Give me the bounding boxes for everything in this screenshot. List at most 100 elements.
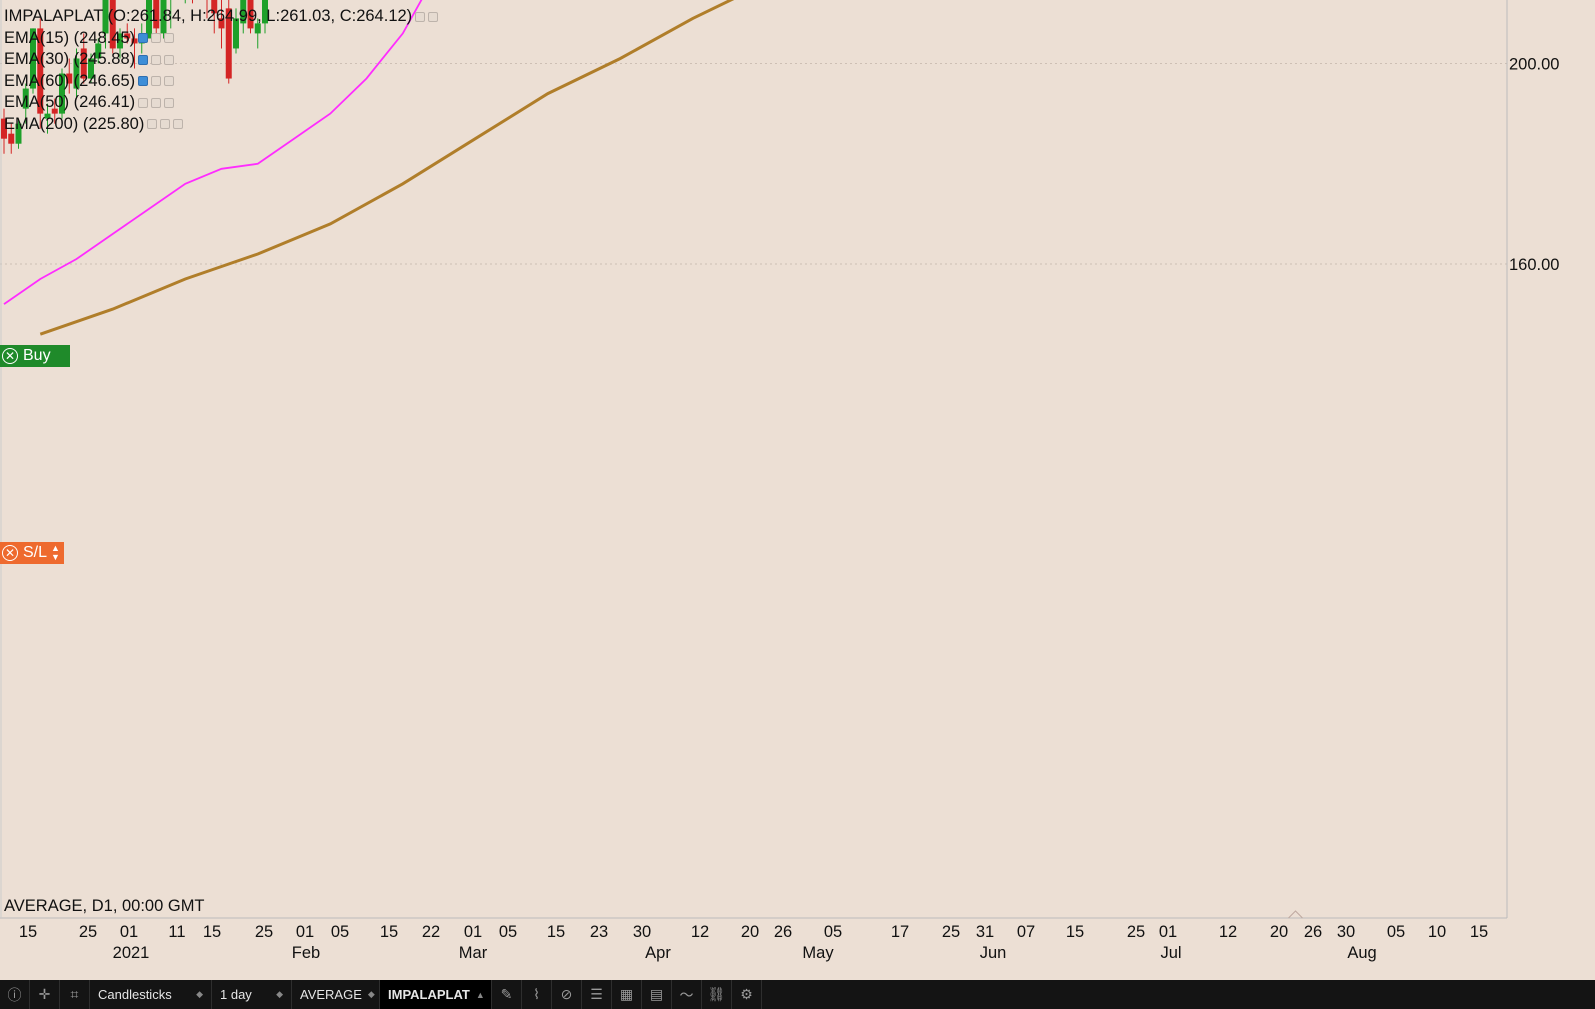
timeframe-value: 1 day xyxy=(220,987,252,1002)
candle-body xyxy=(262,0,268,24)
settings-icon[interactable] xyxy=(151,33,162,44)
x-tick-label: 15 xyxy=(1066,923,1084,941)
price-type-value: AVERAGE xyxy=(300,987,362,1002)
candle-body xyxy=(254,23,261,34)
chart-background xyxy=(0,0,1595,980)
x-period-label: Jun xyxy=(980,944,1007,962)
close-icon[interactable] xyxy=(164,54,175,65)
info-icon[interactable]: ⓘ xyxy=(0,980,30,1009)
buy-label: Buy xyxy=(23,347,51,364)
x-tick-label: 12 xyxy=(1219,923,1237,941)
x-tick-label: 11 xyxy=(168,923,185,941)
x-period-label: Feb xyxy=(292,944,320,962)
candle-body xyxy=(146,0,152,39)
symbol-ohlc-row: IMPALAPLAT (O:261.84, H:264.99, L:261.03… xyxy=(4,6,439,28)
gear-icon[interactable]: ⚙ xyxy=(732,980,762,1009)
stop-loss-chip[interactable]: ✕ S/L ▲ ▼ xyxy=(0,542,64,564)
settings-icon[interactable] xyxy=(151,54,162,65)
x-period-label: Apr xyxy=(645,944,671,962)
visibility-toggle-icon[interactable] xyxy=(138,97,149,108)
candle-body xyxy=(80,48,87,79)
close-icon[interactable] xyxy=(173,119,184,130)
candle-body xyxy=(51,108,58,114)
candle-body xyxy=(1,118,7,139)
candle-body xyxy=(211,0,218,14)
indicator-label[interactable]: EMA(30) (245.88) xyxy=(4,50,136,68)
candle-body xyxy=(8,133,15,144)
symbol-select[interactable]: IMPALAPLAT ▲ xyxy=(380,980,492,1009)
visibility-toggle-icon[interactable] xyxy=(138,54,149,65)
x-period-label: Mar xyxy=(459,944,488,962)
close-icon[interactable] xyxy=(164,76,175,87)
sl-label: S/L xyxy=(23,544,48,561)
close-icon[interactable] xyxy=(164,33,175,44)
indicator-row: EMA(60) (246.65) xyxy=(4,71,438,93)
x-tick-label: 05 xyxy=(824,923,842,941)
x-tick-label: 05 xyxy=(499,923,517,941)
indicator-list-icon[interactable]: ☰ xyxy=(582,980,612,1009)
brush-icon[interactable]: ⌇ xyxy=(522,980,552,1009)
close-circle-icon[interactable]: ✕ xyxy=(2,545,18,561)
indicator-label[interactable]: EMA(200) (225.80) xyxy=(4,114,145,133)
link-icon[interactable]: ⛓ xyxy=(702,980,732,1009)
visibility-toggle-icon[interactable] xyxy=(138,33,149,44)
x-tick-label: 05 xyxy=(1387,923,1405,941)
x-tick-label: 30 xyxy=(633,923,651,941)
crop-icon[interactable]: ⌗ xyxy=(60,980,90,1009)
x-tick-label: 17 xyxy=(891,923,909,941)
template-icon[interactable]: ▤ xyxy=(642,980,672,1009)
x-tick-label: 07 xyxy=(1017,923,1035,941)
x-tick-label: 25 xyxy=(255,923,273,941)
settings-icon[interactable] xyxy=(151,76,162,87)
visibility-toggle-icon[interactable] xyxy=(147,119,158,130)
symbol-value: IMPALAPLAT xyxy=(388,987,470,1002)
price-chart[interactable]: 320.00280.00240.00200.00160.00293.21270.… xyxy=(0,0,1595,980)
line-tool-icon[interactable]: 〜 xyxy=(672,980,702,1009)
candle-body xyxy=(117,33,123,49)
indicator-row: EMA(30) (245.88) xyxy=(4,49,438,71)
pencil-icon[interactable]: ✎ xyxy=(492,980,522,1009)
settings-icon[interactable] xyxy=(160,119,171,130)
y-tick-label: 160.00 xyxy=(1509,256,1559,274)
x-tick-label: 25 xyxy=(79,923,97,941)
x-tick-label: 05 xyxy=(331,923,349,941)
x-tick-label: 20 xyxy=(1270,923,1288,941)
x-tick-label: 25 xyxy=(1127,923,1145,941)
eye-off-icon[interactable]: ⊘ xyxy=(552,980,582,1009)
ema-200-line xyxy=(39,0,735,336)
chevron-updown-icon: ◆ xyxy=(276,989,283,999)
crosshair-icon[interactable]: ✛ xyxy=(30,980,60,1009)
close-circle-icon[interactable]: ✕ xyxy=(2,348,18,364)
close-icon[interactable] xyxy=(164,97,175,108)
close-toggle-icon[interactable] xyxy=(428,11,439,22)
chart-type-select[interactable]: Candlesticks ◆ xyxy=(90,980,212,1009)
x-tick-label: 10 xyxy=(1428,923,1446,941)
bottom-toolbar: ⓘ ✛ ⌗ Candlesticks ◆ 1 day ◆ AVERAGE ◆ IMPA… xyxy=(0,980,1595,1009)
x-period-label: Aug xyxy=(1347,944,1376,962)
candle-body xyxy=(102,0,109,34)
indicator-row: EMA(50) (246.41) xyxy=(4,92,438,114)
x-tick-label: 01 xyxy=(464,923,482,941)
indicator-row: EMA(200) (225.80) xyxy=(4,114,438,136)
candle-body xyxy=(225,8,232,79)
indicator-label[interactable]: EMA(15) (248.45) xyxy=(4,28,136,47)
drag-handle-icon[interactable]: ▲ ▼ xyxy=(51,543,60,562)
x-tick-label: 12 xyxy=(691,923,709,941)
settings-icon[interactable] xyxy=(151,97,162,108)
grid-icon[interactable]: ▦ xyxy=(612,980,642,1009)
visibility-toggle-icon[interactable] xyxy=(138,76,149,87)
settings-toggle-icon[interactable] xyxy=(415,11,426,22)
x-tick-label: 31 xyxy=(976,923,994,941)
timeframe-select[interactable]: 1 day ◆ xyxy=(212,980,292,1009)
x-tick-label: 15 xyxy=(19,923,37,941)
indicator-label[interactable]: EMA(60) (246.65) xyxy=(4,71,136,90)
x-tick-label: 01 xyxy=(120,923,138,941)
symbol-ohlc-text: IMPALAPLAT (O:261.84, H:264.99, L:261.03… xyxy=(4,7,413,25)
candle-body xyxy=(153,0,160,29)
price-type-select[interactable]: AVERAGE ◆ xyxy=(292,980,380,1009)
chevron-up-icon: ▲ xyxy=(475,989,485,1000)
candle-body xyxy=(124,33,131,39)
candle-body xyxy=(95,43,102,59)
buy-order-chip[interactable]: ✕ Buy xyxy=(0,345,70,367)
indicator-label[interactable]: EMA(50) (246.41) xyxy=(4,93,136,111)
